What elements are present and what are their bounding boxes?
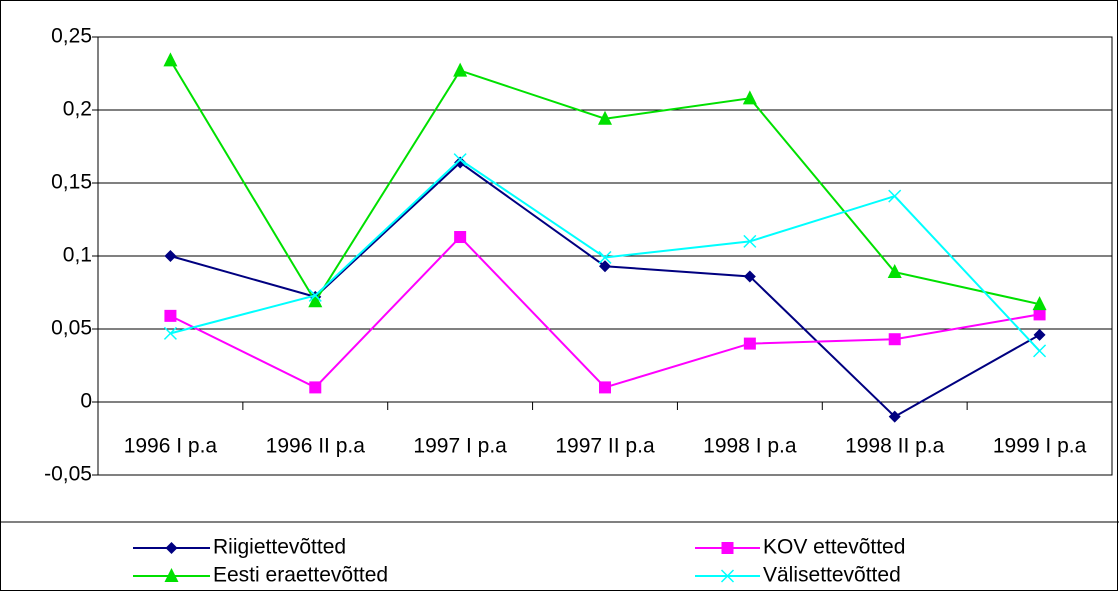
marker bbox=[308, 288, 322, 302]
x-tick-label: 1997 I p.a bbox=[413, 435, 507, 458]
marker bbox=[743, 270, 756, 283]
legend-label: Välisettevõtted bbox=[763, 564, 901, 587]
legend-marker bbox=[165, 542, 178, 554]
marker bbox=[888, 189, 902, 203]
marker bbox=[599, 260, 611, 273]
marker bbox=[1033, 344, 1047, 358]
legend-label: KOV ettevõtted bbox=[763, 536, 905, 559]
marker bbox=[887, 264, 902, 279]
marker bbox=[1033, 328, 1046, 341]
marker bbox=[163, 52, 178, 67]
legend-marker bbox=[720, 569, 735, 583]
marker bbox=[454, 156, 467, 169]
marker bbox=[888, 333, 901, 346]
x-tick-label: 1999 I p.a bbox=[993, 435, 1087, 458]
marker bbox=[309, 381, 322, 394]
x-tick-label: 1997 II p.a bbox=[555, 435, 655, 458]
y-tick-label: 0 bbox=[80, 390, 92, 413]
marker bbox=[598, 110, 612, 125]
marker bbox=[453, 153, 467, 167]
marker bbox=[743, 234, 757, 248]
y-tick-label: 0,1 bbox=[63, 244, 92, 267]
y-tick-label: 0,15 bbox=[51, 171, 92, 194]
marker bbox=[1032, 296, 1047, 311]
legend-marker bbox=[164, 568, 179, 582]
y-tick-label: 0,2 bbox=[63, 98, 92, 121]
y-tick-label: 0,05 bbox=[51, 317, 92, 340]
marker bbox=[454, 231, 467, 244]
marker bbox=[163, 326, 177, 340]
marker bbox=[1033, 308, 1046, 321]
marker bbox=[888, 410, 901, 423]
x-tick-label: 1998 II p.a bbox=[845, 435, 945, 458]
marker bbox=[742, 90, 757, 105]
marker bbox=[308, 293, 323, 308]
marker bbox=[453, 62, 468, 77]
y-tick-label: 0,25 bbox=[51, 25, 92, 48]
x-tick-label: 1996 I p.a bbox=[124, 435, 218, 458]
marker bbox=[743, 337, 756, 350]
marker bbox=[599, 381, 611, 394]
x-tick-label: 1998 I p.a bbox=[703, 435, 797, 458]
legend-label: Eesti eraettevõtted bbox=[213, 564, 388, 587]
marker bbox=[164, 309, 177, 322]
marker bbox=[164, 250, 177, 262]
marker bbox=[598, 250, 612, 264]
y-tick-label: -0,05 bbox=[44, 463, 92, 486]
legend-label: Riigiettevõtted bbox=[213, 536, 346, 559]
x-tick-label: 1996 II p.a bbox=[266, 435, 366, 458]
legend-marker bbox=[721, 542, 734, 554]
